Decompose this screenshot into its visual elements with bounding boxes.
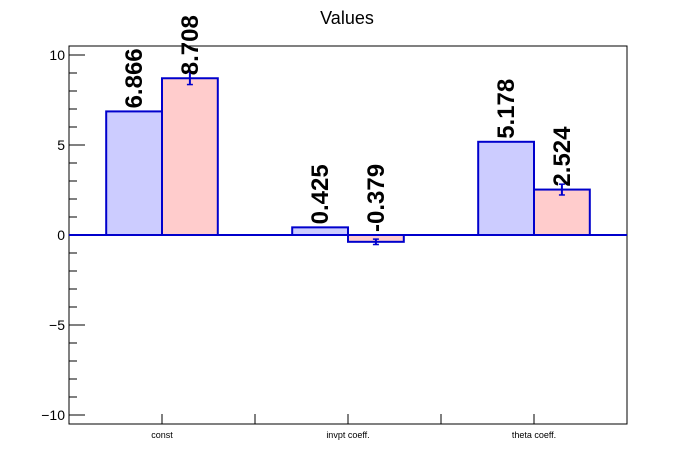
value-label: 8.708: [177, 15, 204, 75]
value-label: 0.425: [307, 164, 334, 224]
y-tick-label: 5: [57, 137, 65, 153]
value-label: 5.178: [493, 79, 520, 139]
bar: [105, 110, 163, 236]
y-tick-label: −5: [49, 317, 65, 333]
bar: [161, 77, 219, 236]
value-labels: 6.866 0.425 5.178 8.708 -0.379 2.524: [121, 15, 576, 232]
bar: [291, 226, 350, 237]
bar: [533, 188, 591, 236]
x-tick-label: theta coeff.: [512, 430, 556, 440]
y-tick-label: 10: [49, 47, 65, 63]
x-tick-label: const: [151, 430, 173, 440]
y-tick-label: −10: [41, 407, 65, 423]
bars: [69, 71, 627, 246]
x-tick-label: invpt coeff.: [326, 430, 369, 440]
bar: [477, 140, 536, 237]
axes: −10 −5 0 5 10 const invpt coeff. theta coeff.: [41, 47, 556, 440]
value-label: 6.866: [121, 48, 148, 108]
value-label: 2.524: [549, 126, 576, 187]
y-tick-label: 0: [57, 227, 65, 243]
chart-title: Values: [320, 8, 374, 28]
value-label: -0.379: [363, 164, 390, 232]
